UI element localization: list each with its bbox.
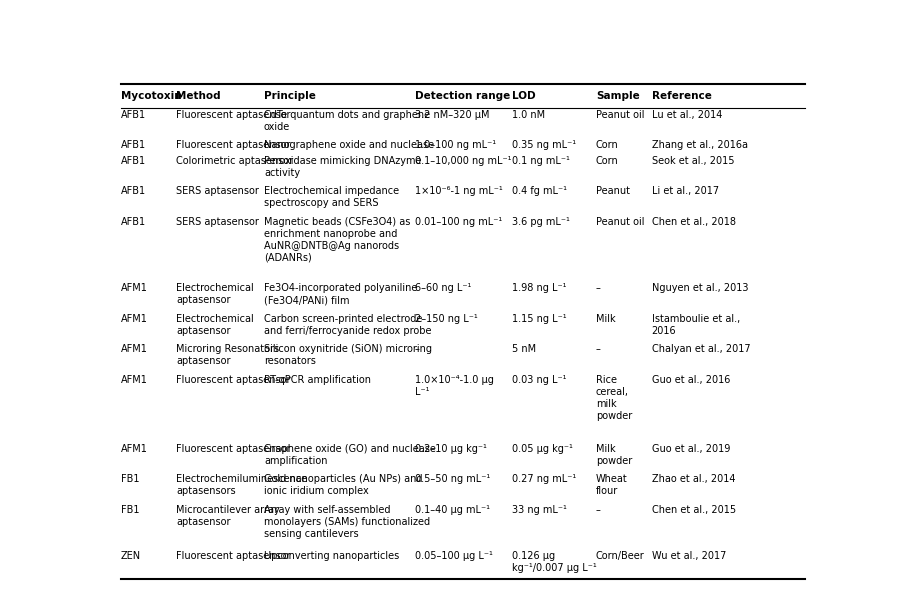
- Text: Silicon oxynitride (SiON) microring
resonators: Silicon oxynitride (SiON) microring reso…: [264, 344, 432, 366]
- Text: AFB1: AFB1: [120, 110, 145, 120]
- Text: AFM1: AFM1: [120, 344, 147, 354]
- Text: AFM1: AFM1: [120, 374, 147, 385]
- Text: Upconverting nanoparticles: Upconverting nanoparticles: [264, 551, 400, 560]
- Text: Fe3O4-incorporated polyaniline
(Fe3O4/PANi) film: Fe3O4-incorporated polyaniline (Fe3O4/PA…: [264, 283, 418, 305]
- Text: Li et al., 2017: Li et al., 2017: [652, 186, 718, 196]
- Text: Chen et al., 2015: Chen et al., 2015: [652, 505, 735, 515]
- Text: Peanut oil: Peanut oil: [596, 217, 645, 227]
- Text: Electrochemical impedance
spectroscopy and SERS: Electrochemical impedance spectroscopy a…: [264, 186, 399, 208]
- Text: 0.5–50 ng mL⁻¹: 0.5–50 ng mL⁻¹: [415, 475, 490, 484]
- Text: Corn: Corn: [596, 140, 619, 151]
- Text: 1.0–100 ng mL⁻¹: 1.0–100 ng mL⁻¹: [415, 140, 496, 151]
- Text: 0.126 μg
kg⁻¹/0.007 μg L⁻¹: 0.126 μg kg⁻¹/0.007 μg L⁻¹: [513, 551, 597, 572]
- Text: Fluorescent aptasensor: Fluorescent aptasensor: [176, 444, 291, 454]
- Text: 1.98 ng L⁻¹: 1.98 ng L⁻¹: [513, 283, 567, 293]
- Text: Nanographene oxide and nuclease: Nanographene oxide and nuclease: [264, 140, 434, 151]
- Text: –: –: [596, 505, 601, 515]
- Text: 0.03 ng L⁻¹: 0.03 ng L⁻¹: [513, 374, 567, 385]
- Text: Microring Resonators
aptasensor: Microring Resonators aptasensor: [176, 344, 279, 366]
- Text: SERS aptasensor: SERS aptasensor: [176, 186, 260, 196]
- Text: 1×10⁻⁶-1 ng mL⁻¹: 1×10⁻⁶-1 ng mL⁻¹: [415, 186, 503, 196]
- Text: Peanut oil: Peanut oil: [596, 110, 645, 120]
- Text: AFM1: AFM1: [120, 314, 147, 323]
- Text: AFM1: AFM1: [120, 444, 147, 454]
- Text: Guo et al., 2016: Guo et al., 2016: [652, 374, 730, 385]
- Text: 0.4 fg mL⁻¹: 0.4 fg mL⁻¹: [513, 186, 568, 196]
- Text: FB1: FB1: [120, 475, 139, 484]
- Text: Fluorescent aptasensor: Fluorescent aptasensor: [176, 140, 291, 151]
- Text: 0.05–100 μg L⁻¹: 0.05–100 μg L⁻¹: [415, 551, 493, 560]
- Text: 0.2–10 μg kg⁻¹: 0.2–10 μg kg⁻¹: [415, 444, 487, 454]
- Text: Reference: Reference: [652, 91, 711, 101]
- Text: 1.15 ng L⁻¹: 1.15 ng L⁻¹: [513, 314, 567, 323]
- Text: CdTe quantum dots and graphene
oxide: CdTe quantum dots and graphene oxide: [264, 110, 430, 132]
- Text: Chalyan et al., 2017: Chalyan et al., 2017: [652, 344, 750, 354]
- Text: AFB1: AFB1: [120, 217, 145, 227]
- Text: Microcantilever array
aptasensor: Microcantilever array aptasensor: [176, 505, 280, 527]
- Text: Peroxidase mimicking DNAzyme
activity: Peroxidase mimicking DNAzyme activity: [264, 155, 421, 178]
- Text: Electrochemiluminescence
aptasensors: Electrochemiluminescence aptasensors: [176, 475, 307, 496]
- Text: 2–150 ng L⁻¹: 2–150 ng L⁻¹: [415, 314, 478, 323]
- Text: AFB1: AFB1: [120, 140, 145, 151]
- Text: 0.35 ng mL⁻¹: 0.35 ng mL⁻¹: [513, 140, 577, 151]
- Text: 0.05 μg kg⁻¹: 0.05 μg kg⁻¹: [513, 444, 573, 454]
- Text: AFM1: AFM1: [120, 283, 147, 293]
- Text: AFB1: AFB1: [120, 155, 145, 166]
- Text: Fluorescent aptasensor: Fluorescent aptasensor: [176, 551, 291, 560]
- Text: ZEN: ZEN: [120, 551, 141, 560]
- Text: Lu et al., 2014: Lu et al., 2014: [652, 110, 722, 120]
- Text: Mycotoxin: Mycotoxin: [120, 91, 181, 101]
- Text: LOD: LOD: [513, 91, 536, 101]
- Text: 0.1 ng mL⁻¹: 0.1 ng mL⁻¹: [513, 155, 570, 166]
- Text: Istamboulie et al.,
2016: Istamboulie et al., 2016: [652, 314, 740, 335]
- Text: Magnetic beads (CSFe3O4) as
enrichment nanoprobe and
AuNR@DNTB@Ag nanorods
(ADAN: Magnetic beads (CSFe3O4) as enrichment n…: [264, 217, 410, 263]
- Text: Electrochemical
aptasensor: Electrochemical aptasensor: [176, 283, 254, 305]
- Text: RT-qPCR amplification: RT-qPCR amplification: [264, 374, 371, 385]
- Text: 3.6 pg mL⁻¹: 3.6 pg mL⁻¹: [513, 217, 570, 227]
- Text: SERS aptasensor: SERS aptasensor: [176, 217, 260, 227]
- Text: 6–60 ng L⁻¹: 6–60 ng L⁻¹: [415, 283, 471, 293]
- Text: Electrochemical
aptasensor: Electrochemical aptasensor: [176, 314, 254, 335]
- Text: AFB1: AFB1: [120, 186, 145, 196]
- Text: Zhao et al., 2014: Zhao et al., 2014: [652, 475, 735, 484]
- Text: 0.27 ng mL⁻¹: 0.27 ng mL⁻¹: [513, 475, 577, 484]
- Text: 33 ng mL⁻¹: 33 ng mL⁻¹: [513, 505, 568, 515]
- Text: Corn/Beer: Corn/Beer: [596, 551, 645, 560]
- Text: –: –: [596, 344, 601, 354]
- Text: Guo et al., 2019: Guo et al., 2019: [652, 444, 730, 454]
- Text: 0.01–100 ng mL⁻¹: 0.01–100 ng mL⁻¹: [415, 217, 502, 227]
- Text: Array with self-assembled
monolayers (SAMs) functionalized
sensing cantilevers: Array with self-assembled monolayers (SA…: [264, 505, 430, 539]
- Text: 0.1–10,000 ng mL⁻¹: 0.1–10,000 ng mL⁻¹: [415, 155, 512, 166]
- Text: Milk
powder: Milk powder: [596, 444, 632, 466]
- Text: Wheat
flour: Wheat flour: [596, 475, 628, 496]
- Text: Zhang et al., 2016a: Zhang et al., 2016a: [652, 140, 748, 151]
- Text: Seok et al., 2015: Seok et al., 2015: [652, 155, 734, 166]
- Text: Wu et al., 2017: Wu et al., 2017: [652, 551, 726, 560]
- Text: Chen et al., 2018: Chen et al., 2018: [652, 217, 735, 227]
- Text: Fluorescent aptasensor: Fluorescent aptasensor: [176, 110, 291, 120]
- Text: 1.0 nM: 1.0 nM: [513, 110, 546, 120]
- Text: Corn: Corn: [596, 155, 619, 166]
- Text: 1.0×10⁻⁴-1.0 μg
L⁻¹: 1.0×10⁻⁴-1.0 μg L⁻¹: [415, 374, 494, 397]
- Text: Detection range: Detection range: [415, 91, 510, 101]
- Text: –: –: [415, 344, 420, 354]
- Text: 3.2 nM–320 μM: 3.2 nM–320 μM: [415, 110, 489, 120]
- Text: FB1: FB1: [120, 505, 139, 515]
- Text: 5 nM: 5 nM: [513, 344, 536, 354]
- Text: Graphene oxide (GO) and nuclease
amplification: Graphene oxide (GO) and nuclease amplifi…: [264, 444, 436, 466]
- Text: –: –: [596, 283, 601, 293]
- Text: Rice
cereal,
milk
powder: Rice cereal, milk powder: [596, 374, 632, 421]
- Text: Fluorescent aptasensor: Fluorescent aptasensor: [176, 374, 291, 385]
- Text: Method: Method: [176, 91, 221, 101]
- Text: 0.1–40 μg mL⁻¹: 0.1–40 μg mL⁻¹: [415, 505, 490, 515]
- Text: Principle: Principle: [264, 91, 316, 101]
- Text: Milk: Milk: [596, 314, 615, 323]
- Text: Carbon screen-printed electrode
and ferri/ferrocyanide redox probe: Carbon screen-printed electrode and ferr…: [264, 314, 431, 335]
- Text: Gold nanoparticles (Au NPs) and
ionic iridium complex: Gold nanoparticles (Au NPs) and ionic ir…: [264, 475, 422, 496]
- Text: Sample: Sample: [596, 91, 639, 101]
- Text: Nguyen et al., 2013: Nguyen et al., 2013: [652, 283, 748, 293]
- Text: Colorimetric aptasensor: Colorimetric aptasensor: [176, 155, 294, 166]
- Text: Peanut: Peanut: [596, 186, 629, 196]
